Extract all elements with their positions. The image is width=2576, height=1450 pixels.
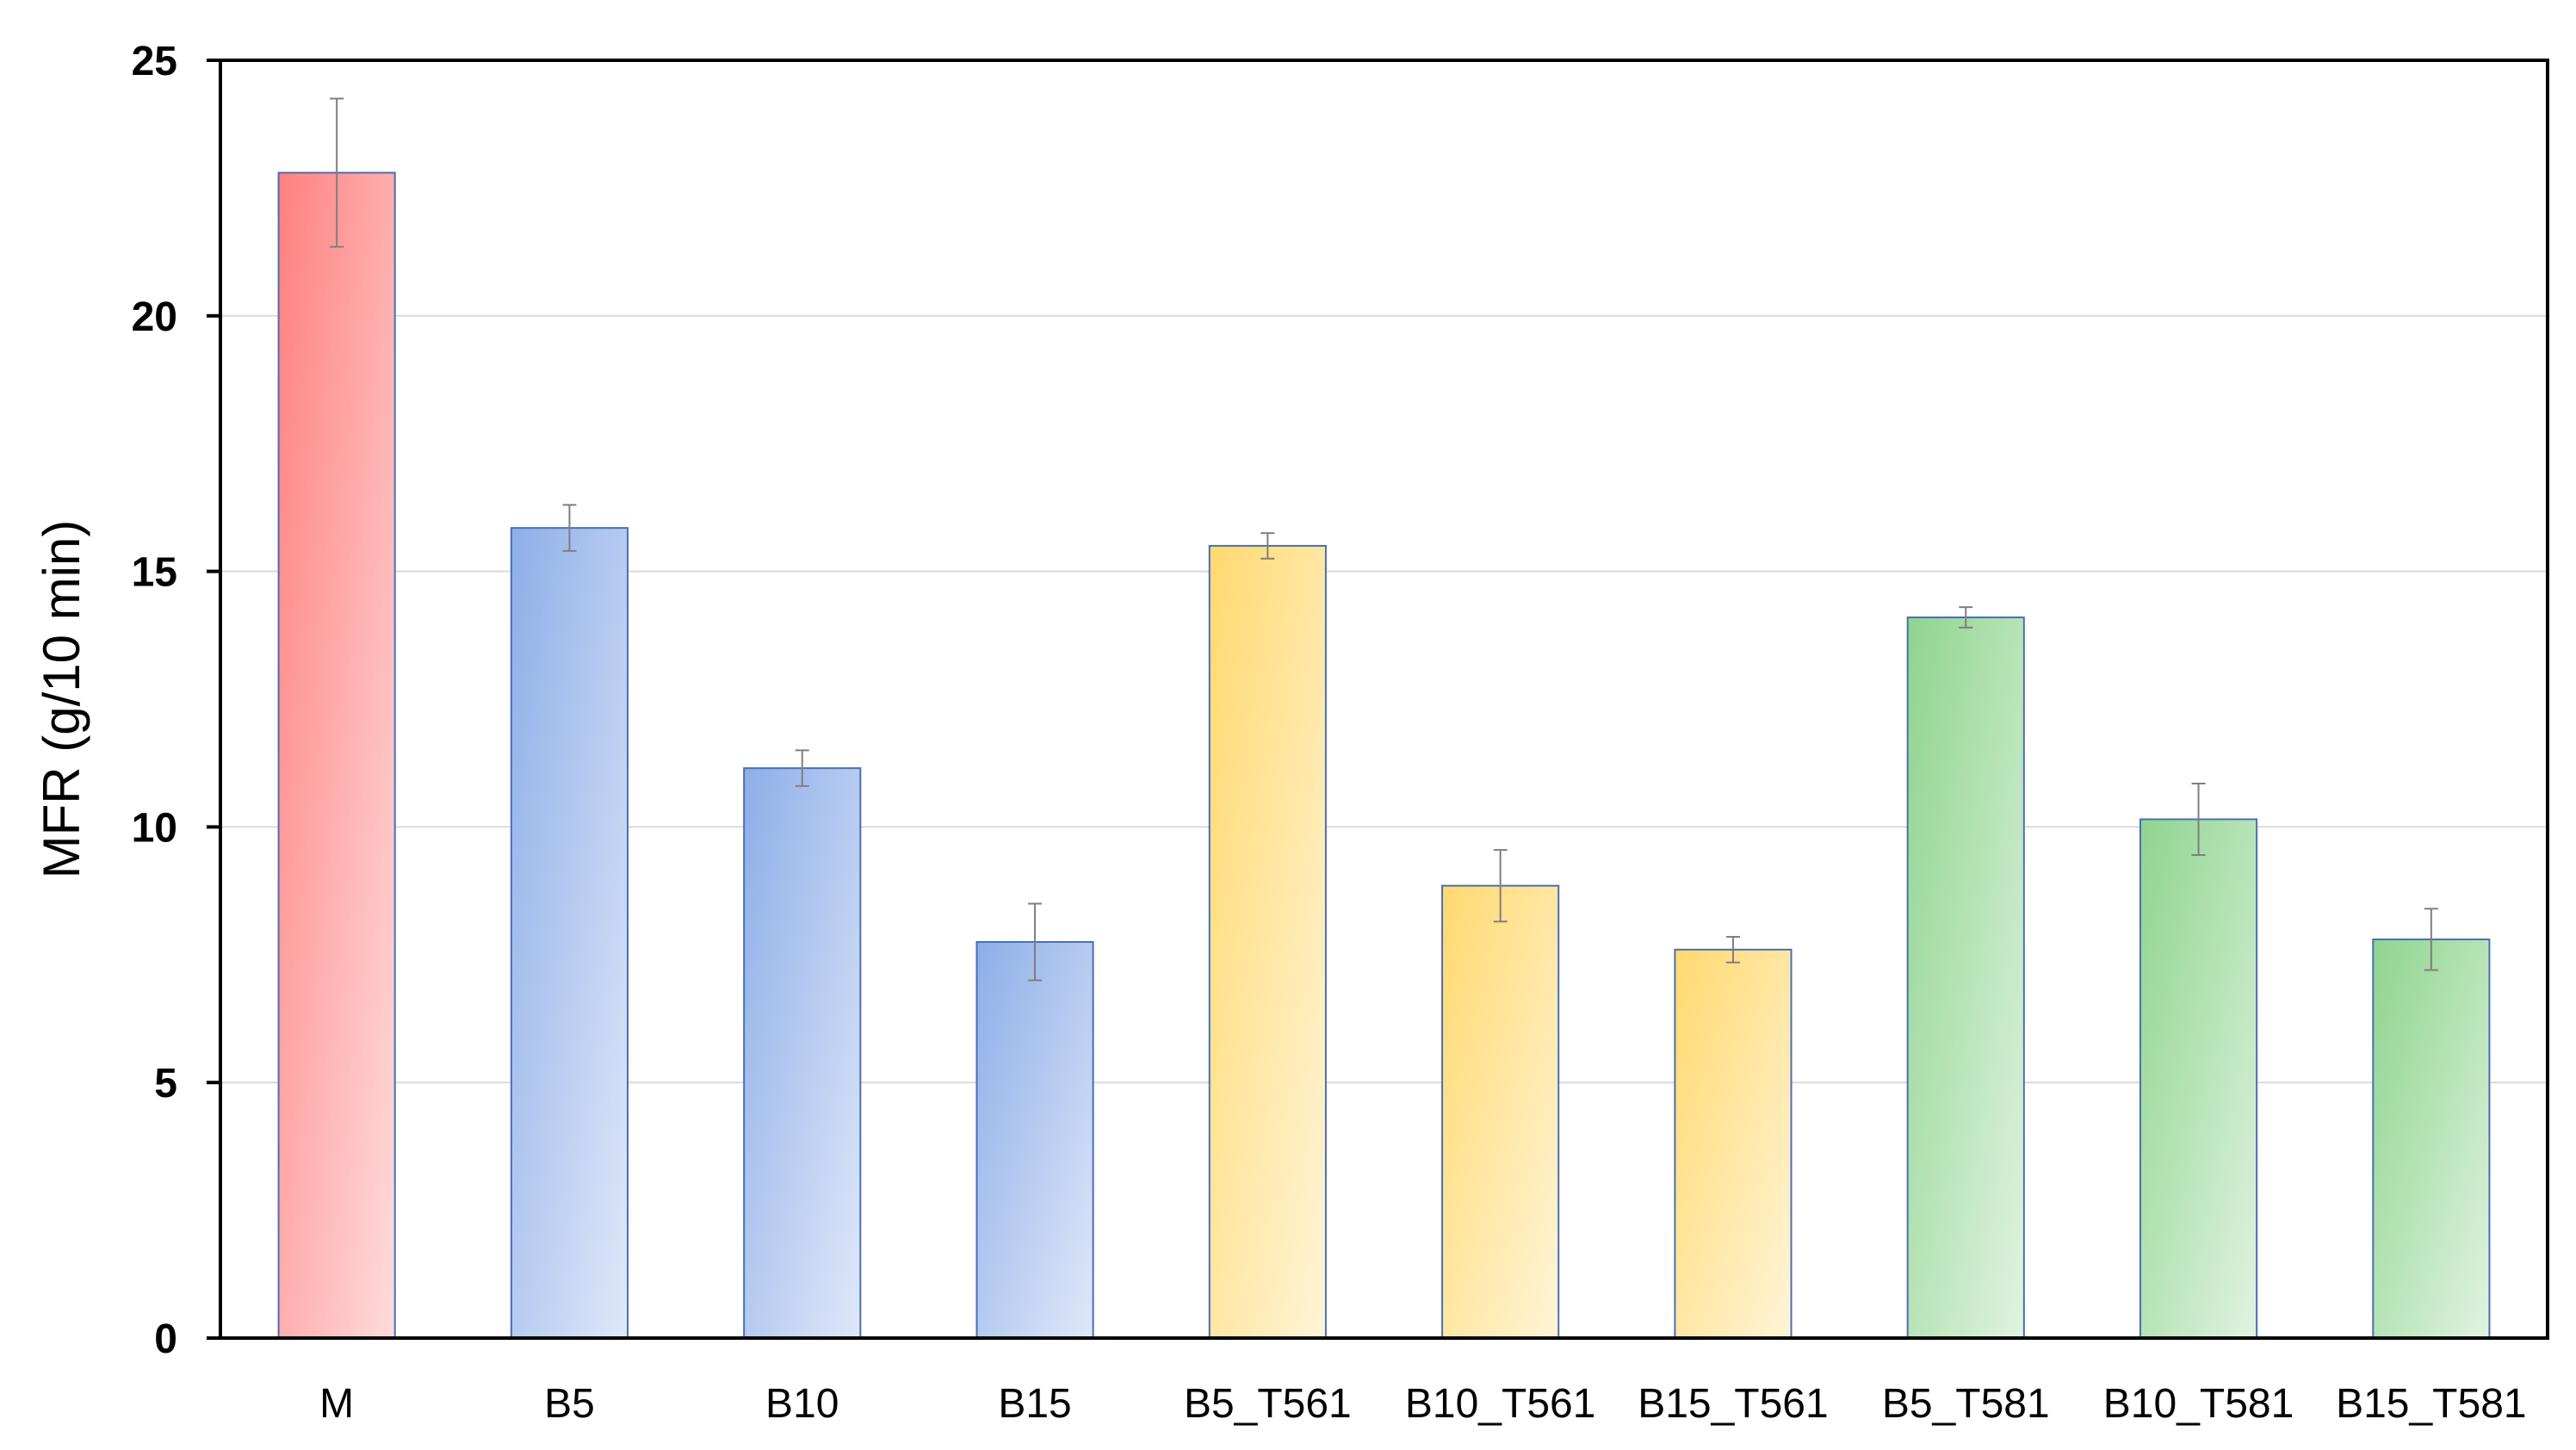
x-tick-label: B10	[765, 1381, 839, 1427]
bar-b15	[975, 940, 1094, 1339]
x-tick-label: M	[319, 1381, 354, 1427]
error-bar	[1493, 849, 1508, 923]
y-axis: 0 5 10 15 20 25	[132, 39, 220, 1362]
y-tick-label: 5	[154, 1061, 177, 1106]
x-tick-label: B5	[544, 1381, 595, 1427]
plot-frame	[219, 59, 2549, 1340]
bar-b5-t581	[1906, 617, 2025, 1339]
bar-b15-t561	[1674, 948, 1793, 1339]
y-tick-label: 25	[132, 39, 177, 84]
error-bar	[330, 97, 344, 248]
x-tick-label: B5_T561	[1184, 1381, 1352, 1427]
bar-b10	[743, 767, 862, 1339]
error-bar	[562, 504, 577, 552]
x-tick-label: B10_T581	[2103, 1381, 2294, 1427]
bar-b10-t561	[1441, 884, 1560, 1339]
x-tick-label: B5_T581	[1882, 1381, 2050, 1427]
error-bar	[1028, 902, 1043, 982]
x-tick-label: B15_T581	[2336, 1381, 2527, 1427]
bars	[277, 171, 2491, 1339]
error-bars	[330, 97, 2438, 982]
error-bar	[2424, 908, 2438, 971]
y-tick-label: 0	[154, 1317, 177, 1362]
y-axis-label: MFR (g/10 min)	[33, 520, 90, 879]
x-tick-label: B10_T561	[1405, 1381, 1596, 1427]
error-bar	[1725, 936, 1740, 964]
bar-b5	[510, 527, 629, 1339]
y-tick-label: 20	[132, 294, 177, 340]
error-bar	[2191, 782, 2206, 857]
y-tick-label: 10	[132, 805, 177, 851]
bar-b5-t561	[1208, 544, 1327, 1339]
bar-m	[277, 171, 396, 1339]
bar-b10-t581	[2139, 818, 2258, 1339]
x-tick-label: B15	[998, 1381, 1071, 1427]
bar-b15-t581	[2372, 938, 2491, 1339]
error-bar	[795, 749, 809, 787]
y-tick-label: 15	[132, 550, 177, 596]
error-bar	[1260, 532, 1275, 560]
error-bar	[1959, 606, 1973, 629]
x-axis: M B5 B10 B15 B5_T561 B10_T561 B15_T561 B5_T581 B…	[319, 1381, 2526, 1427]
x-tick-label: B15_T561	[1638, 1381, 1829, 1427]
